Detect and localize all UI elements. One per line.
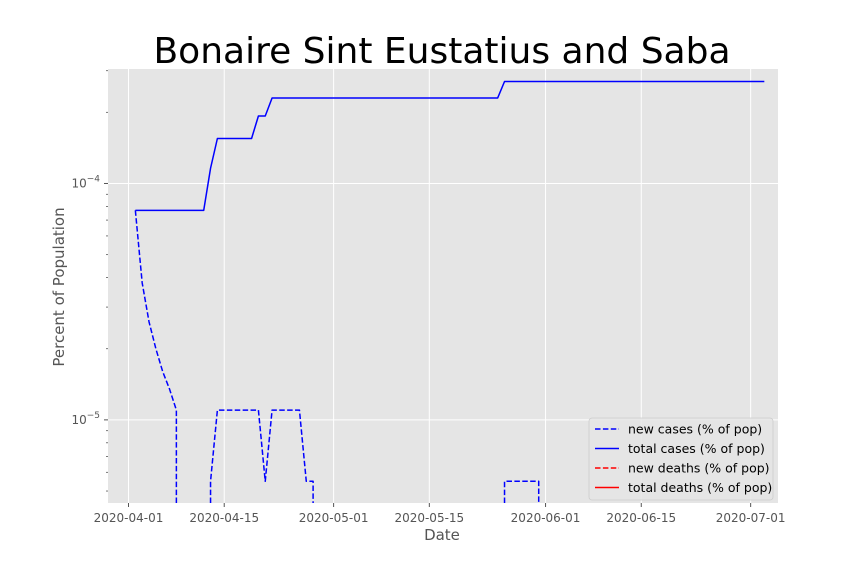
series-line-1 bbox=[135, 80, 765, 212]
series-line-0 bbox=[134, 210, 540, 503]
x-tick-label: 2020-04-01 bbox=[94, 511, 164, 525]
x-tick-label: 2020-06-01 bbox=[511, 511, 581, 525]
legend-label-1: total cases (% of pop) bbox=[628, 441, 765, 456]
x-tick-label: 2020-04-15 bbox=[189, 511, 259, 525]
x-tick-label: 2020-07-01 bbox=[716, 511, 786, 525]
y-axis-label: Percent of Population bbox=[50, 207, 68, 366]
x-tick-label: 2020-05-15 bbox=[394, 511, 464, 525]
legend-label-3: total deaths (% of pop) bbox=[628, 480, 772, 495]
x-tick-label: 2020-06-15 bbox=[606, 511, 676, 525]
x-tick-label: 2020-05-01 bbox=[299, 511, 369, 525]
axis-ticks: 2020-04-01 2020-04-15 2020-05-01 2020-05-15… bbox=[71, 70, 786, 525]
legend-label-0: new cases (% of pop) bbox=[628, 422, 762, 437]
y-tick-label: 10−4 bbox=[71, 174, 100, 190]
series-layer bbox=[134, 80, 765, 503]
y-tick-label: 10−5 bbox=[71, 411, 100, 427]
legend: new cases (% of pop) total cases (% of po… bbox=[588, 417, 774, 501]
chart-title: Bonaire Sint Eustatius and Saba bbox=[153, 31, 730, 72]
x-axis-label: Date bbox=[424, 526, 460, 544]
legend-label-2: new deaths (% of pop) bbox=[628, 461, 770, 476]
legend-box bbox=[588, 417, 774, 501]
